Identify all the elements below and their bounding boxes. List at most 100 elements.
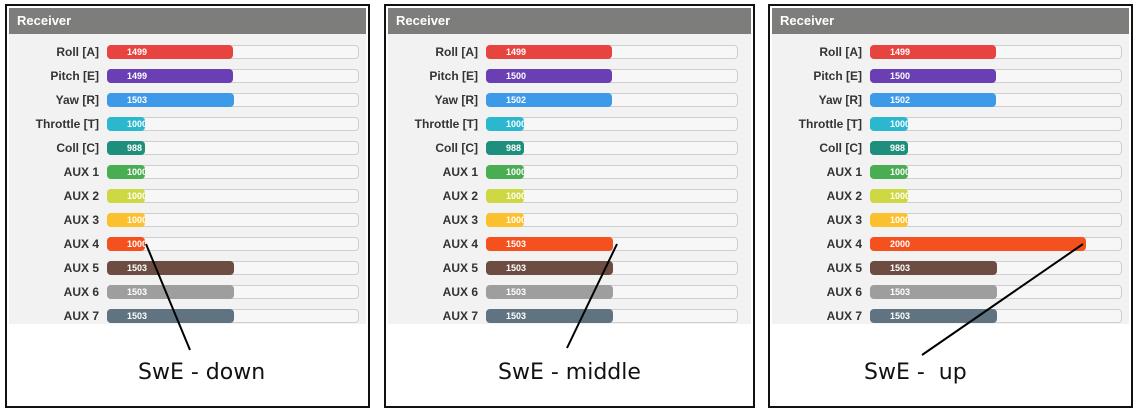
channel-meter-fill: 988	[870, 141, 908, 155]
channel-row: AUX 3 1000	[772, 212, 1129, 228]
channel-label: AUX 7	[442, 309, 478, 323]
channel-row: Pitch [E] 1500	[388, 68, 751, 84]
channel-row: Coll [C] 988	[772, 140, 1129, 156]
channel-meter-fill: 1503	[107, 93, 234, 107]
channel-row: Throttle [T] 1000	[388, 116, 751, 132]
channel-label: AUX 2	[63, 189, 99, 203]
channel-meter: 1503	[107, 93, 359, 107]
channel-meter-fill: 1000	[107, 165, 145, 179]
channel-meter-fill: 1000	[870, 117, 908, 131]
channel-meter-fill: 1503	[486, 237, 613, 251]
channel-row: AUX 1 1000	[388, 164, 751, 180]
channel-label: Yaw [R]	[55, 93, 99, 107]
channel-meter-fill: 1000	[107, 117, 145, 131]
channel-label: AUX 6	[442, 285, 478, 299]
channel-label: Roll [A]	[819, 45, 862, 59]
channel-label: Pitch [E]	[50, 69, 99, 83]
channel-meter-fill: 988	[107, 141, 145, 155]
channel-meter: 1500	[870, 69, 1122, 83]
channel-meter-fill: 1503	[870, 309, 997, 323]
channel-row: AUX 1 1000	[772, 164, 1129, 180]
channel-row: Yaw [R] 1503	[9, 92, 366, 108]
channel-meter: 1502	[870, 93, 1122, 107]
channel-label: AUX 5	[826, 261, 862, 275]
channel-meter-fill: 1499	[870, 45, 996, 59]
channel-label: Coll [C]	[56, 141, 99, 155]
channel-meter: 1503	[107, 261, 359, 275]
channel-meter: 1503	[107, 285, 359, 299]
channel-label: AUX 6	[63, 285, 99, 299]
channel-meter-fill: 1499	[107, 45, 233, 59]
channel-meter-fill: 1000	[107, 213, 145, 227]
channel-row: Roll [A] 1499	[772, 44, 1129, 60]
channel-meter: 1000	[107, 213, 359, 227]
channel-label: AUX 5	[63, 261, 99, 275]
channel-meter-fill: 1503	[870, 261, 997, 275]
channel-label: Pitch [E]	[429, 69, 478, 83]
channel-row: AUX 2 1000	[772, 188, 1129, 204]
channel-row: Coll [C] 988	[388, 140, 751, 156]
channel-row: Pitch [E] 1499	[9, 68, 366, 84]
channel-meter: 1000	[870, 117, 1122, 131]
channel-meter: 1000	[870, 165, 1122, 179]
channel-row: Coll [C] 988	[9, 140, 366, 156]
channel-row: Roll [A] 1499	[9, 44, 366, 60]
receiver-panel: Receiver Roll [A] 1499 Pitch [E] 1499 Yaw [R]…	[5, 4, 370, 408]
channel-meter: 1500	[486, 69, 738, 83]
receiver-header: Receiver	[772, 8, 1129, 34]
channel-meter-fill: 1503	[486, 309, 613, 323]
channel-meter: 1503	[486, 309, 738, 323]
channel-meter-fill: 1000	[486, 213, 524, 227]
channel-label: Yaw [R]	[434, 93, 478, 107]
channel-row: AUX 5 1503	[9, 260, 366, 276]
channel-meter: 1000	[107, 189, 359, 203]
channel-meter-fill: 1000	[107, 189, 145, 203]
channel-meter: 1503	[870, 309, 1122, 323]
channel-meter-fill: 1503	[107, 309, 234, 323]
channel-label: AUX 5	[442, 261, 478, 275]
channel-row: AUX 3 1000	[9, 212, 366, 228]
channel-label: AUX 1	[826, 165, 862, 179]
channel-label: AUX 1	[63, 165, 99, 179]
channel-row: AUX 4 2000	[772, 236, 1129, 252]
channel-row: Pitch [E] 1500	[772, 68, 1129, 84]
channel-row: AUX 7 1503	[388, 308, 751, 324]
channel-meter-fill: 1000	[870, 189, 908, 203]
channel-row: Throttle [T] 1000	[9, 116, 366, 132]
channel-meter-fill: 1503	[107, 285, 234, 299]
receiver-tab-content: Receiver Roll [A] 1499 Pitch [E] 1499 Yaw [R]…	[9, 8, 366, 324]
receiver-panel: Receiver Roll [A] 1499 Pitch [E] 1500 Yaw [R]…	[768, 4, 1133, 408]
channel-meter: 1503	[486, 237, 738, 251]
channel-row: Throttle [T] 1000	[772, 116, 1129, 132]
channel-label: Roll [A]	[56, 45, 99, 59]
channel-row: Yaw [R] 1502	[388, 92, 751, 108]
channel-meter-fill: 1502	[870, 93, 996, 107]
channel-meter-fill: 1000	[107, 237, 145, 251]
channel-meter: 1000	[107, 117, 359, 131]
channel-meter-fill: 988	[486, 141, 524, 155]
channel-meter-fill: 1000	[486, 165, 524, 179]
channel-meter: 1000	[486, 213, 738, 227]
channel-meter-fill: 2000	[870, 237, 1086, 251]
channel-row: AUX 7 1503	[9, 308, 366, 324]
channel-meter: 1000	[870, 213, 1122, 227]
channel-meter-fill: 1503	[486, 285, 613, 299]
channel-label: AUX 3	[442, 213, 478, 227]
channel-meter-fill: 1000	[486, 117, 524, 131]
channel-label: AUX 3	[826, 213, 862, 227]
channel-meter: 1503	[486, 285, 738, 299]
channel-meter: 1499	[486, 45, 738, 59]
channel-label: Roll [A]	[435, 45, 478, 59]
channel-meter-fill: 1000	[870, 213, 908, 227]
switch-position-caption: SwE - up	[864, 360, 967, 385]
channel-row: AUX 5 1503	[388, 260, 751, 276]
channel-label: Throttle [T]	[35, 117, 99, 131]
channel-meter: 988	[870, 141, 1122, 155]
channel-row: AUX 2 1000	[9, 188, 366, 204]
channel-row: AUX 6 1503	[772, 284, 1129, 300]
receiver-header: Receiver	[9, 8, 366, 34]
channel-row: AUX 6 1503	[9, 284, 366, 300]
channel-meter: 1503	[107, 309, 359, 323]
switch-position-caption: SwE - middle	[498, 360, 641, 385]
channel-row: AUX 3 1000	[388, 212, 751, 228]
